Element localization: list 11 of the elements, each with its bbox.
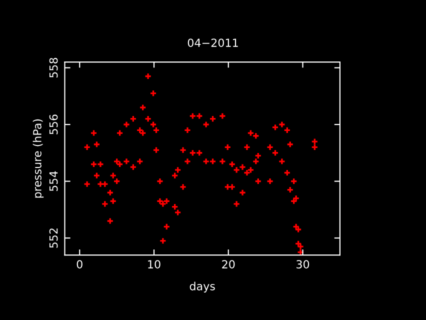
y-tick-label: 558 xyxy=(49,58,58,78)
x-axis-title: days xyxy=(190,282,215,293)
x-tick-label: 30 xyxy=(296,260,310,268)
y-tick-label: 552 xyxy=(49,228,58,248)
y-axis-title: pressure (hPa) xyxy=(32,119,44,198)
x-tick-label: 20 xyxy=(222,260,235,268)
y-tick-label: 554 xyxy=(49,171,58,192)
y-tick-label: 556 xyxy=(49,114,58,134)
x-tick-label: 0 xyxy=(76,260,82,268)
x-tick-label: 10 xyxy=(148,260,160,268)
chart-title: 04−2011 xyxy=(188,38,238,47)
